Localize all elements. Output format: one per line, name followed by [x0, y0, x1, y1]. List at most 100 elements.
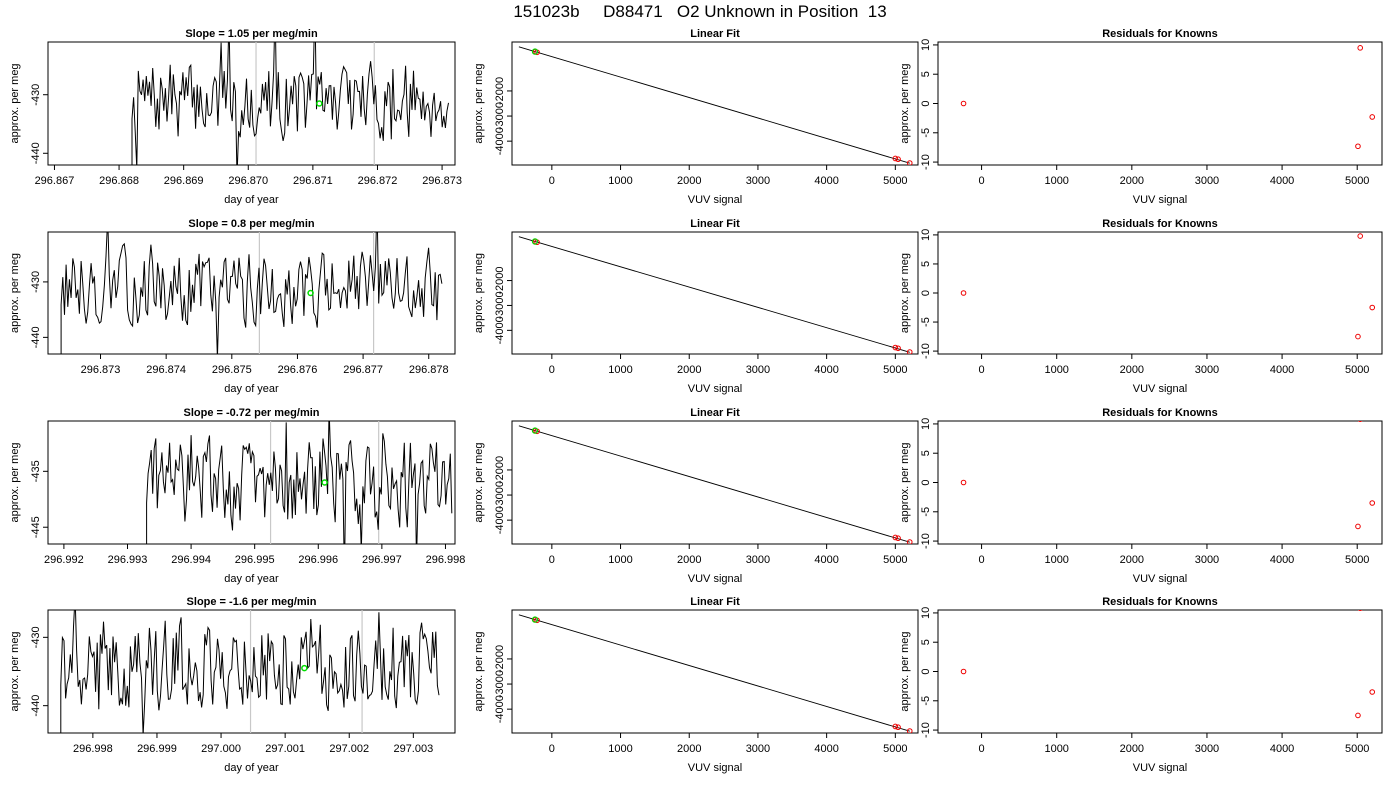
plot-area: [960, 421, 1376, 530]
plot-area: [518, 425, 913, 544]
x-tick-label: 5000: [883, 554, 907, 566]
y-tick-label: -440: [30, 142, 42, 164]
y-tick-label: -430: [30, 271, 42, 293]
chart-title: Slope = 0.8 per meg/min: [188, 218, 315, 230]
data-point: [906, 160, 913, 165]
x-tick-label: 2000: [677, 364, 701, 376]
x-tick-label: 0: [549, 364, 555, 376]
x-tick-label: 296.999: [137, 743, 177, 755]
x-axis-label: VUV signal: [688, 573, 742, 585]
residual-point: [1357, 45, 1364, 51]
series-line: [131, 42, 449, 165]
x-tick-label: 2000: [1120, 364, 1144, 376]
chart-title: Slope = 1.05 per meg/min: [185, 28, 318, 40]
y-tick-label: -2000: [494, 77, 506, 105]
data-point: [895, 724, 901, 731]
y-tick-label: -5: [920, 317, 932, 327]
chart-panel-9: Residuals for Knowns 0 1000 2000 3000 4000 500…: [899, 407, 1383, 585]
y-tick-label: -2000: [494, 266, 506, 294]
y-tick-label: 10: [920, 39, 932, 51]
x-tick-label: 3000: [746, 743, 770, 755]
green-marker: [531, 616, 539, 623]
x-tick-label: 296.877: [343, 364, 383, 376]
chart-panel-4: Slope = 0.8 per meg/min 296.873 296.874 296…: [9, 218, 456, 395]
y-axis-label: approx. per meg: [899, 63, 911, 143]
x-tick-label: 296.871: [293, 175, 333, 187]
x-tick-label: 1000: [1044, 175, 1068, 187]
x-tick-label: 5000: [1345, 743, 1369, 755]
x-tick-label: 4000: [814, 743, 838, 755]
chart-title: Residuals for Knowns: [1102, 28, 1218, 40]
x-tick-label: 1000: [1044, 364, 1068, 376]
x-tick-label: 3000: [746, 175, 770, 187]
x-tick-label: 2000: [1120, 554, 1144, 566]
x-tick-label: 4000: [1270, 554, 1294, 566]
x-tick-label: 296.875: [212, 364, 252, 376]
x-tick-label: 5000: [883, 743, 907, 755]
data-point: [895, 345, 901, 352]
y-axis-label: approx. per meg: [899, 253, 911, 333]
plot-area: [60, 610, 440, 733]
y-tick-label: -2000: [494, 456, 506, 484]
x-tick-label: 2000: [677, 554, 701, 566]
x-tick-label: 3000: [746, 364, 770, 376]
plot-frame: [937, 609, 1383, 734]
x-tick-label: 4000: [814, 364, 838, 376]
x-tick-label: 5000: [1345, 364, 1369, 376]
y-axis-label: approx. per meg: [9, 442, 21, 522]
x-tick-label: 0: [979, 743, 985, 755]
chart-title: Linear Fit: [690, 407, 740, 419]
x-axis-label: VUV signal: [1133, 194, 1187, 206]
x-tick-label: 3000: [1195, 175, 1219, 187]
residual-point: [960, 668, 967, 675]
y-tick-label: -5: [920, 507, 932, 517]
chart-panel-2: Linear Fit 0 1000 2000 3000 4000 5000 VUV signa…: [473, 28, 919, 206]
residual-point: [1369, 304, 1376, 311]
y-tick-label: 10: [920, 607, 932, 619]
x-tick-label: 3000: [1195, 364, 1219, 376]
plot-frame: [47, 609, 456, 734]
x-axis-label: day of year: [224, 383, 279, 395]
chart-panel-11: Linear Fit 0 1000 2000 3000 4000 5000 VUV signa…: [473, 596, 919, 774]
y-axis-label: approx. per meg: [9, 631, 21, 711]
x-tick-label: 0: [979, 554, 985, 566]
series-line: [60, 610, 440, 733]
residual-point: [960, 479, 967, 486]
x-tick-label: 1000: [608, 743, 632, 755]
fit-line: [518, 236, 910, 353]
chart-panel-5: Linear Fit 0 1000 2000 3000 4000 5000 VUV signa…: [473, 218, 919, 395]
fit-line: [518, 614, 910, 732]
x-axis-label: VUV signal: [688, 383, 742, 395]
chart-title: Linear Fit: [690, 218, 740, 230]
x-tick-label: 4000: [1270, 364, 1294, 376]
y-tick-label: -4000: [494, 127, 506, 155]
page-title: 151023b D88471 O2 Unknown in Position 13: [513, 2, 887, 21]
plot-area: [60, 232, 443, 354]
x-tick-label: 1000: [608, 554, 632, 566]
y-tick-label: 5: [920, 71, 932, 77]
x-tick-label: 5000: [883, 364, 907, 376]
y-tick-label: -430: [30, 84, 42, 106]
x-axis-label: VUV signal: [688, 194, 742, 206]
x-tick-label: 4000: [1270, 175, 1294, 187]
y-tick-label: -10: [920, 722, 932, 738]
plot-frame: [47, 231, 456, 355]
x-tick-label: 297.002: [329, 743, 369, 755]
y-tick-label: -430: [30, 626, 42, 648]
y-tick-label: -2000: [494, 645, 506, 673]
x-tick-label: 296.873: [81, 364, 121, 376]
chart-panel-12: Residuals for Knowns 0 1000 2000 3000 4000 500…: [899, 596, 1383, 774]
y-tick-label: 0: [920, 479, 932, 485]
chart-panel-1: Slope = 1.05 per meg/min 296.867 296.868 29…: [9, 28, 462, 206]
residual-point: [960, 290, 967, 296]
residual-point: [1369, 114, 1376, 120]
fit-line: [518, 46, 910, 164]
data-point: [892, 723, 899, 730]
x-tick-label: 296.998: [426, 554, 466, 566]
plot-frame: [47, 41, 456, 166]
x-tick-label: 5000: [1345, 175, 1369, 187]
green-marker: [531, 427, 539, 434]
y-tick-label: 10: [920, 418, 932, 430]
plot-area: [960, 45, 1376, 150]
